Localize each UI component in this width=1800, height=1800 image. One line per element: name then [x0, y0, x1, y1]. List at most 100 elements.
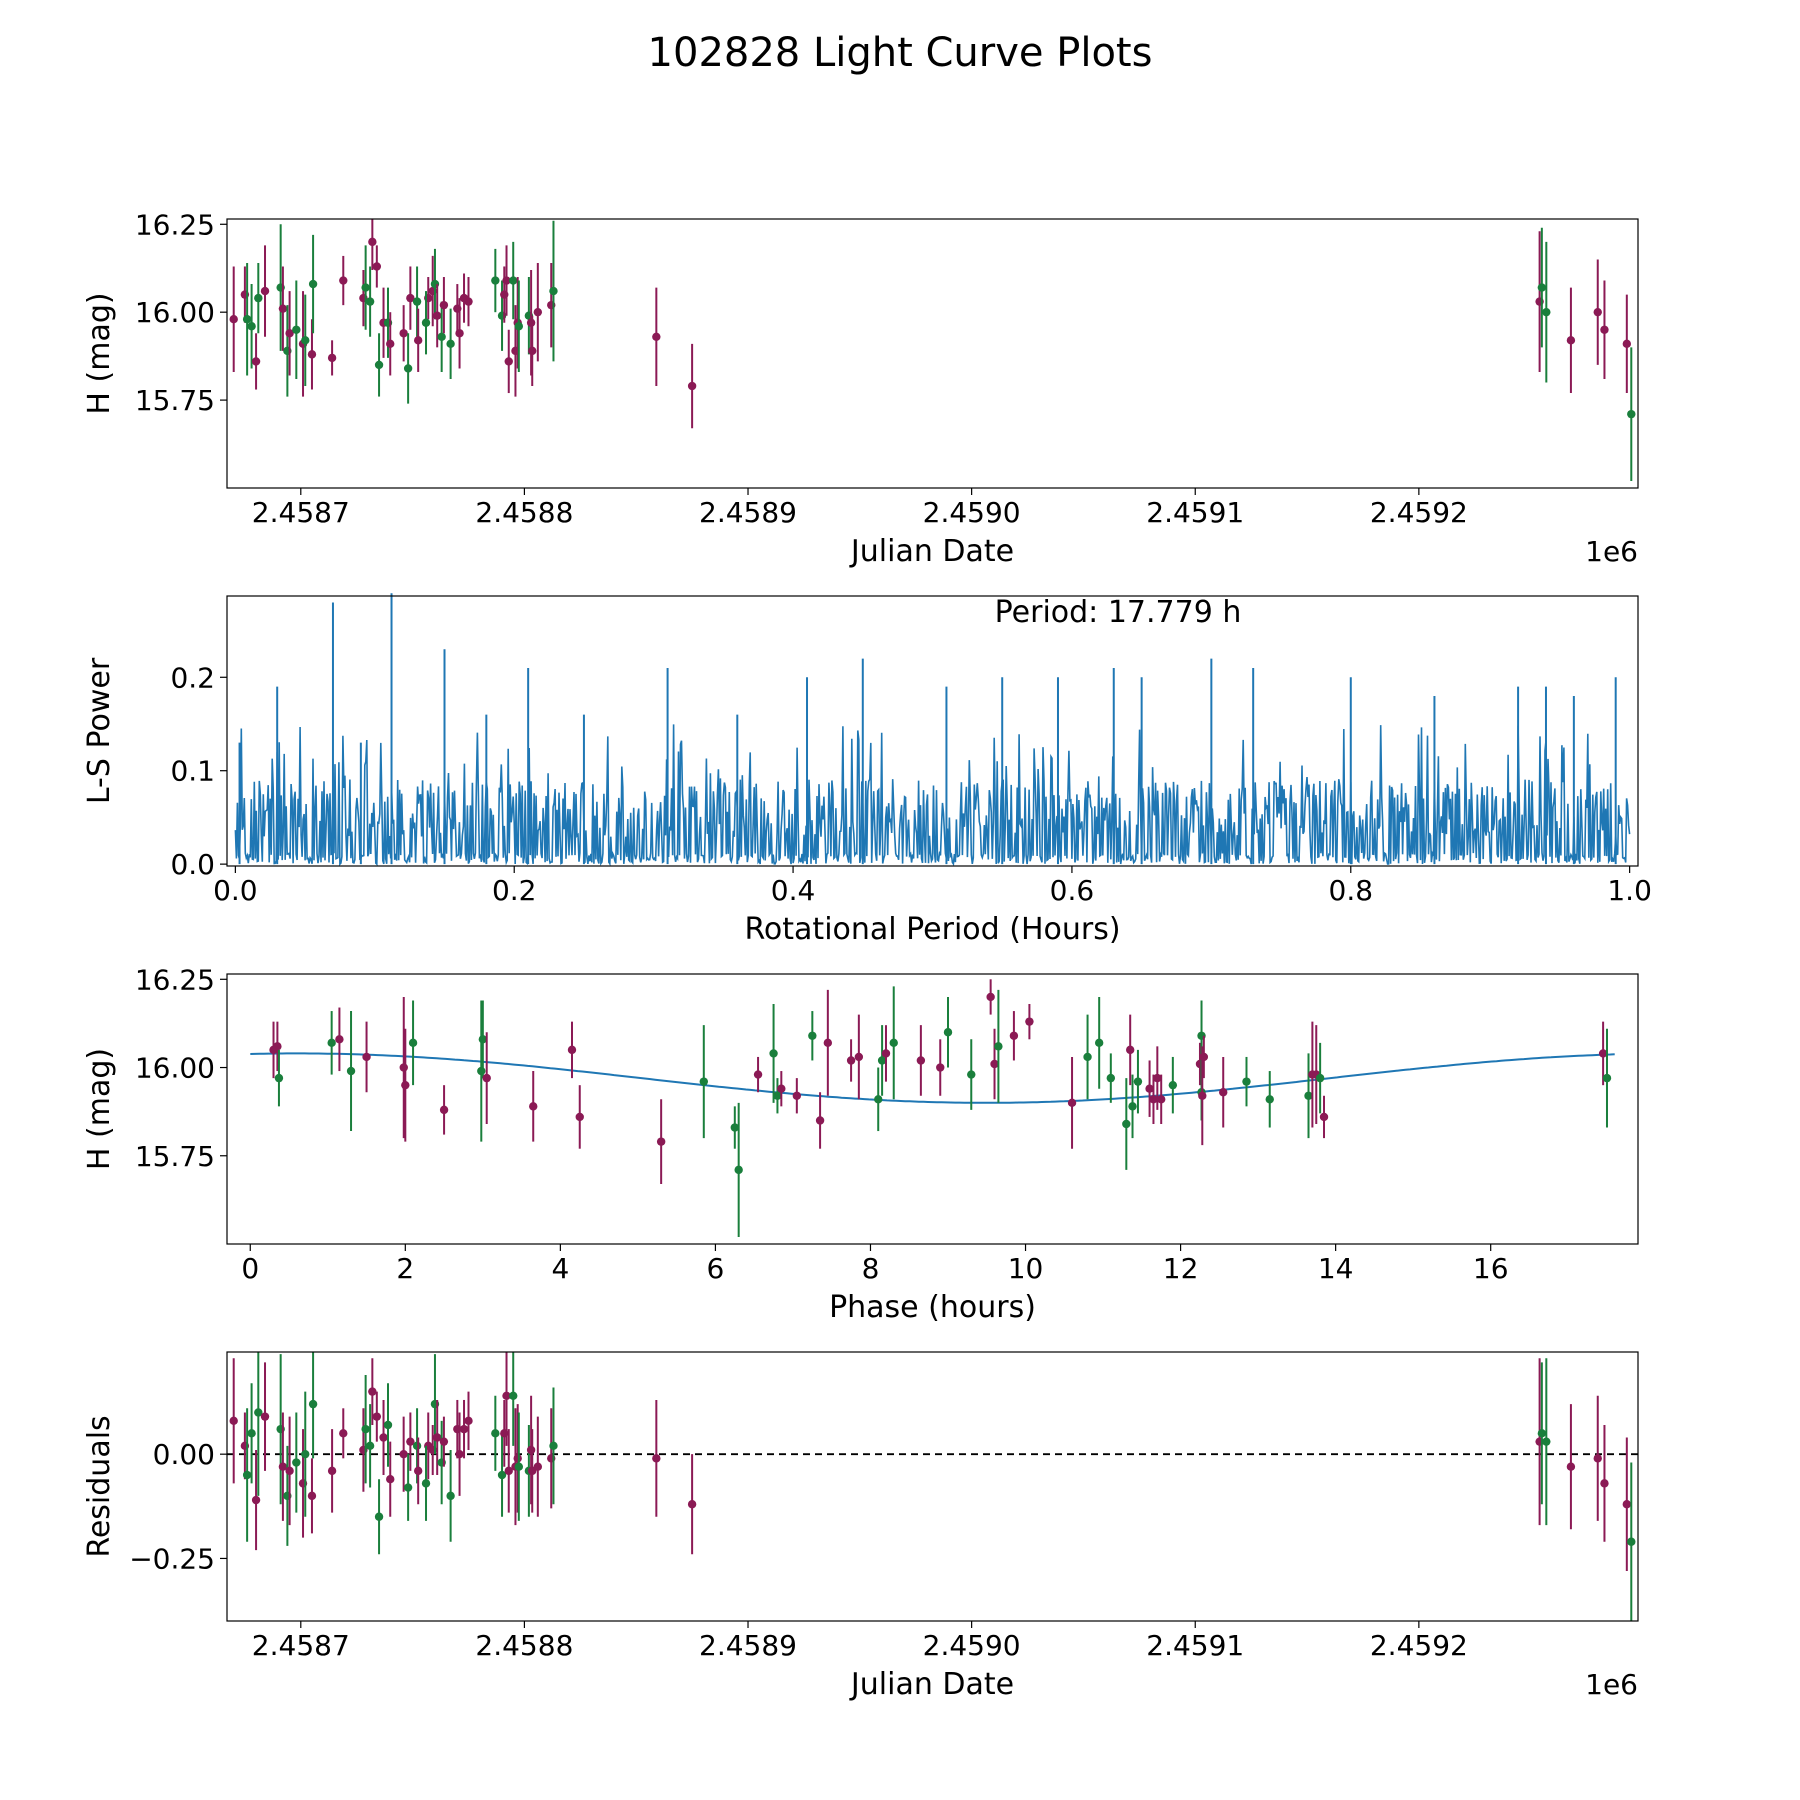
data-point	[504, 1466, 513, 1476]
data-point	[1600, 1479, 1609, 1488]
data-point	[1542, 1437, 1551, 1446]
periodogram-line	[234, 724, 1631, 867]
data-point	[1537, 1429, 1547, 1438]
data-point	[229, 315, 238, 324]
data-point	[1094, 1038, 1104, 1048]
data-point	[730, 1123, 740, 1132]
x-tick-label: 2.4587	[252, 496, 350, 529]
data-point	[497, 1470, 507, 1480]
x-tick-label: 1.0	[1607, 874, 1652, 907]
plot-frame	[226, 595, 1639, 867]
data-point	[656, 1137, 666, 1146]
data-point	[278, 304, 288, 313]
data-point	[1149, 1095, 1158, 1104]
data-point	[242, 1470, 252, 1480]
data-point	[413, 336, 423, 345]
data-point	[687, 381, 697, 391]
data-point	[362, 1052, 371, 1062]
data-point	[372, 1412, 382, 1421]
data-point	[687, 1500, 697, 1509]
x-tick-label: 2.4591	[1146, 496, 1244, 529]
x-tick-label: 2.4590	[923, 1629, 1021, 1662]
panel-periodogram: Period: 17.779 h 0.0 0.2 0.4 0.6 0.8 1.0 0.0 0.1…	[82, 593, 1652, 947]
data-point	[247, 322, 256, 331]
panel-phase-folded: 0 2 4 6 8 10 12 14 16 15.75 16.00 16.25 Phase (hours…	[82, 963, 1639, 1325]
data-point	[1219, 1088, 1228, 1097]
plot-frame	[226, 1351, 1639, 1622]
data-point	[1083, 1052, 1092, 1062]
data-point	[777, 1084, 786, 1093]
x-tick-label: 2	[396, 1252, 414, 1285]
data-point	[374, 1512, 384, 1521]
data-point	[491, 276, 500, 285]
data-point	[994, 1042, 1003, 1051]
data-point	[242, 315, 252, 324]
data-point	[412, 1441, 422, 1451]
data-point	[529, 1102, 538, 1111]
data-point	[439, 1437, 449, 1446]
data-point	[421, 318, 431, 327]
data-point	[943, 1028, 953, 1037]
data-point	[549, 286, 558, 296]
x-tick-label: 10	[1008, 1252, 1044, 1285]
x-tick-label: 2.4592	[1370, 1629, 1468, 1662]
x-tick-label: 2.4590	[923, 496, 1021, 529]
y-axis-label: H (mag)	[82, 292, 117, 414]
data-point	[368, 237, 377, 247]
data-point	[575, 1112, 584, 1122]
data-point	[292, 1458, 301, 1467]
x-axis-label: Julian Date	[849, 534, 1014, 569]
data-point	[491, 1429, 500, 1438]
data-point	[365, 1441, 375, 1451]
data-point	[514, 322, 524, 331]
data-point	[379, 1433, 388, 1442]
x-axis-label: Julian Date	[849, 1667, 1014, 1702]
data-point	[528, 346, 537, 356]
data-point	[502, 1391, 511, 1400]
x-tick-label: 2.4588	[475, 1629, 573, 1662]
data-point	[247, 1429, 256, 1438]
data-point	[1198, 1091, 1207, 1100]
data-point	[482, 1073, 491, 1083]
data-points	[229, 1352, 1636, 1621]
data-point	[1304, 1091, 1313, 1100]
plot-frame	[226, 218, 1639, 489]
data-point	[1622, 1500, 1632, 1509]
data-point	[1133, 1077, 1143, 1086]
y-tick-label: 16.25	[135, 963, 215, 996]
data-point	[990, 1059, 999, 1069]
plot-frame	[226, 973, 1639, 1245]
data-point	[383, 1420, 393, 1430]
data-point	[526, 1445, 536, 1455]
data-point	[1145, 1084, 1154, 1093]
data-point	[792, 1091, 802, 1100]
x-tick-label: 2.4591	[1146, 1629, 1244, 1662]
data-point	[874, 1095, 883, 1104]
data-point	[327, 353, 337, 363]
data-point	[327, 1038, 336, 1048]
data-point	[260, 1412, 270, 1421]
data-point	[251, 357, 261, 366]
data-point	[1622, 339, 1632, 349]
data-point	[421, 1479, 431, 1488]
data-point	[308, 279, 318, 289]
data-point	[285, 329, 294, 338]
data-point	[403, 1483, 413, 1492]
data-point	[327, 1466, 337, 1476]
data-point	[372, 262, 382, 271]
data-point	[399, 1449, 408, 1459]
data-point	[526, 318, 536, 327]
data-point	[823, 1038, 833, 1048]
data-point	[446, 1491, 455, 1501]
x-tick-label: 2.4587	[252, 1629, 350, 1662]
data-point	[439, 300, 449, 310]
data-point	[278, 1462, 288, 1471]
data-point	[464, 297, 473, 306]
data-point	[1598, 1049, 1608, 1058]
data-point	[229, 1416, 238, 1426]
data-point	[308, 1399, 318, 1409]
data-point	[301, 336, 310, 345]
data-point	[1067, 1098, 1077, 1108]
data-point	[504, 357, 513, 366]
data-point	[1242, 1077, 1251, 1086]
